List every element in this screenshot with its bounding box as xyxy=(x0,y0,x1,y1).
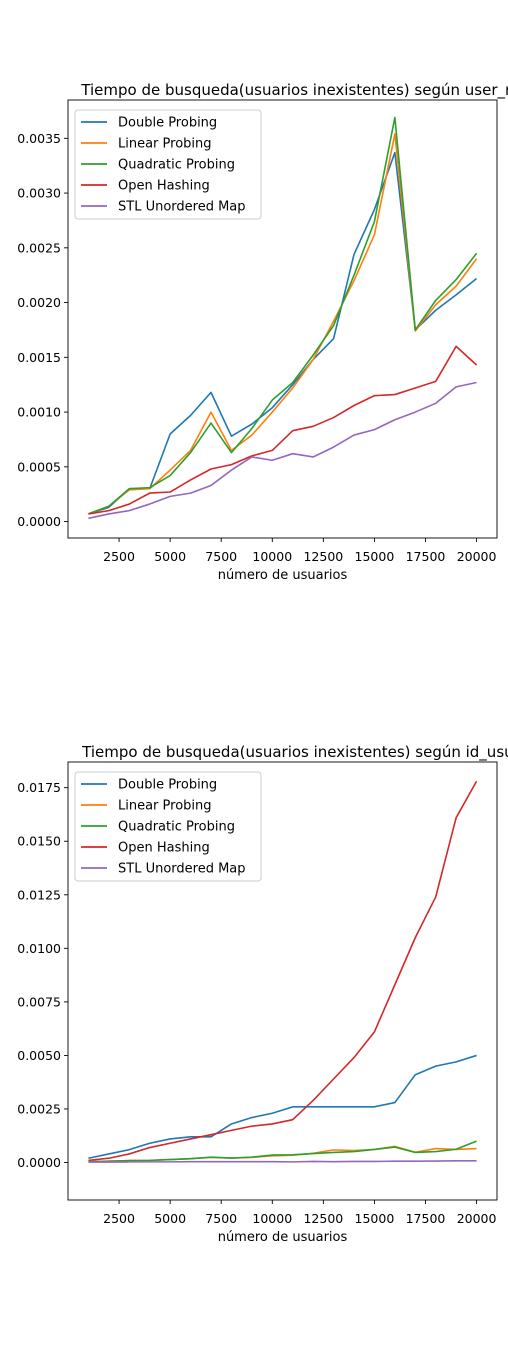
chart-id-usuario: Tiempo de busqueda(usuarios inexistentes… xyxy=(17,743,508,1245)
series-line-open-hashing xyxy=(88,780,478,1162)
x-tick-label: 10000 xyxy=(252,1211,292,1226)
y-tick-label: 0.0030 xyxy=(17,186,61,201)
legend-label-linear-probing: Linear Probing xyxy=(118,137,212,152)
y-tick-label: 0.0000 xyxy=(17,1155,61,1170)
legend: Double Probing Linear Probing Quadratic Pr… xyxy=(74,771,262,882)
legend-label-stl-unordered-map: STL Unordered Map xyxy=(118,200,246,215)
y-tick-label: 0.0010 xyxy=(17,405,61,420)
series-line-quadratic-probing xyxy=(88,116,478,515)
legend: Double Probing Linear Probing Quadratic Pr… xyxy=(74,109,262,220)
y-tick-label: 0.0020 xyxy=(17,295,61,310)
y-tick-label: 0.0175 xyxy=(17,780,61,795)
y-tick-label: 0.0000 xyxy=(17,514,61,529)
x-tick-label: 15000 xyxy=(355,549,395,564)
series-line-open-hashing xyxy=(88,345,478,515)
x-tick-label: 5000 xyxy=(154,549,186,564)
x-tick-label: 2500 xyxy=(103,1211,135,1226)
y-tick-label: 0.0150 xyxy=(17,834,61,849)
y-tick-label: 0.0025 xyxy=(17,1101,61,1116)
y-tick-label: 0.0025 xyxy=(17,240,61,255)
x-tick-label: 10000 xyxy=(252,549,292,564)
y-tick-label: 0.0100 xyxy=(17,941,61,956)
legend-label-open-hashing: Open Hashing xyxy=(118,179,210,194)
legend-label-quadratic-probing: Quadratic Probing xyxy=(118,158,235,173)
y-tick-label: 0.0005 xyxy=(17,459,61,474)
legend-label-open-hashing: Open Hashing xyxy=(118,841,210,856)
y-tick-label: 0.0050 xyxy=(17,1048,61,1063)
x-tick-label: 17500 xyxy=(406,549,446,564)
legend-label-quadratic-probing: Quadratic Probing xyxy=(118,820,235,835)
series-line-double-probing xyxy=(88,1054,477,1160)
y-tick-label: 0.0015 xyxy=(17,350,61,365)
x-tick-label: 2500 xyxy=(103,549,135,564)
plot-frame xyxy=(67,761,498,1201)
chart-title: Tiempo de busqueda(usuarios inexistentes… xyxy=(81,743,508,762)
legend-label-stl-unordered-map: STL Unordered Map xyxy=(118,862,246,877)
plot-frame xyxy=(67,99,498,539)
y-tick-label: 0.0125 xyxy=(17,887,61,902)
x-tick-label: 5000 xyxy=(154,1211,186,1226)
series-line-stl-unordered-map xyxy=(88,1160,477,1163)
y-tick-label: 0.0075 xyxy=(17,994,61,1009)
legend-label-double-probing: Double Probing xyxy=(118,778,217,793)
x-axis-label: número de usuarios xyxy=(218,1230,348,1245)
legend-box xyxy=(74,771,262,882)
chart-title: Tiempo de busqueda(usuarios inexistentes… xyxy=(80,81,508,100)
legend-box xyxy=(74,109,262,220)
x-tick-label: 7500 xyxy=(205,1211,237,1226)
x-tick-label: 20000 xyxy=(457,1211,497,1226)
x-tick-label: 7500 xyxy=(205,549,237,564)
legend-label-linear-probing: Linear Probing xyxy=(118,799,212,814)
series-line-stl-unordered-map xyxy=(88,381,477,520)
chart-user-name: Tiempo de busqueda(usuarios inexistentes… xyxy=(17,81,508,583)
x-tick-label: 15000 xyxy=(355,1211,395,1226)
x-tick-label: 17500 xyxy=(406,1211,446,1226)
legend-label-double-probing: Double Probing xyxy=(118,116,217,131)
series-line-quadratic-probing xyxy=(88,1140,477,1163)
x-tick-label: 12500 xyxy=(303,549,343,564)
x-axis-label: número de usuarios xyxy=(218,568,348,583)
x-tick-label: 12500 xyxy=(303,1211,343,1226)
y-tick-label: 0.0035 xyxy=(17,131,61,146)
x-tick-label: 20000 xyxy=(457,549,497,564)
